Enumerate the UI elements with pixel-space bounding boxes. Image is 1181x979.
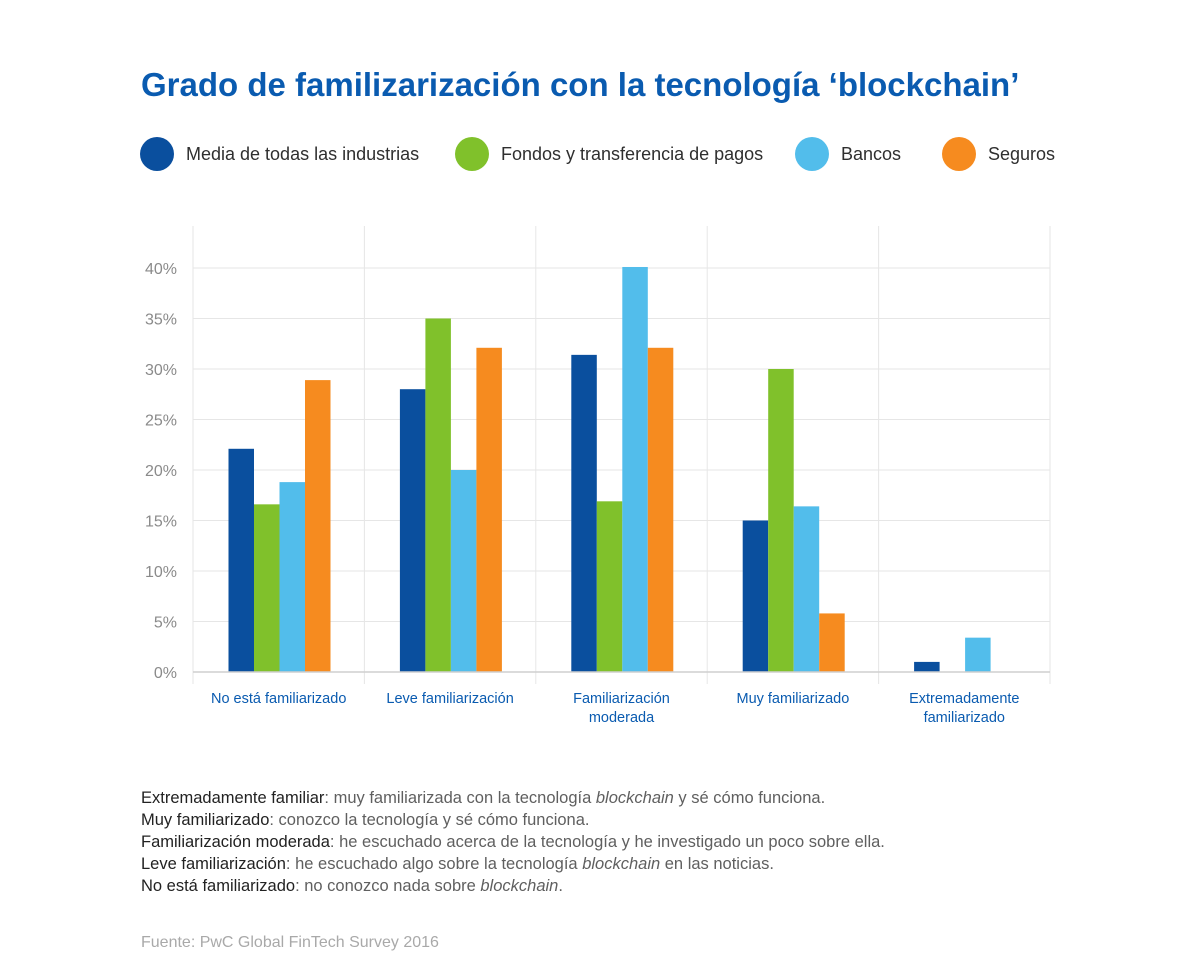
chart-legend: Media de todas las industrias Fondos y tr… xyxy=(140,136,1100,172)
note-definition: blockchain xyxy=(582,855,661,873)
bar xyxy=(425,318,451,672)
note-line: Muy familiarizado: conozco la tecnología… xyxy=(141,809,885,831)
legend-swatch xyxy=(942,137,976,171)
legend-item-1: Media de todas las industrias xyxy=(140,136,419,172)
note-definition: : he escuchado algo sobre la tecnología xyxy=(285,855,583,873)
legend-swatch xyxy=(140,137,174,171)
legend-item-3: Bancos xyxy=(795,136,901,172)
chart-title: Grado de familizarización con la tecnolo… xyxy=(141,66,1020,103)
bar xyxy=(768,369,794,672)
x-tick-label: Familiarización xyxy=(573,691,670,707)
note-definition: : he escuchado acerca de la tecnología y… xyxy=(329,833,885,851)
bar xyxy=(622,266,648,672)
x-tick-label: Leve familiarización xyxy=(386,691,513,707)
note-definition: : conozco la tecnología y sé cómo funcio… xyxy=(269,811,590,829)
x-tick-label: Muy familiarizado xyxy=(736,691,849,707)
y-tick-label: 25% xyxy=(145,413,177,430)
note-term: Familiarización moderada xyxy=(141,833,330,851)
legend-swatch xyxy=(455,137,489,171)
bar xyxy=(793,506,820,672)
legend-item-4: Seguros xyxy=(942,136,1055,172)
bar xyxy=(450,470,477,672)
bar xyxy=(742,520,769,672)
note-definition: en las noticias. xyxy=(660,855,774,873)
note-definition: y sé cómo funciona. xyxy=(673,789,826,807)
legend-label: Bancos xyxy=(841,143,902,164)
legend-label: Fondos y transferencia de pagos xyxy=(501,143,764,164)
note-term: No está familiarizado xyxy=(141,877,296,895)
note-line: Extremadamente familiar: muy familiariza… xyxy=(141,787,885,809)
note-line: Leve familiarización: he escuchado algo … xyxy=(141,853,885,875)
y-tick-label: 20% xyxy=(145,463,177,480)
bar xyxy=(476,347,502,672)
legend-item-2: Fondos y transferencia de pagos xyxy=(455,136,763,172)
bar xyxy=(647,347,674,672)
source-note: Fuente: PwC Global FinTech Survey 2016 xyxy=(141,934,439,951)
note-definition: : no conozco nada sobre xyxy=(295,877,481,895)
y-tick-label: 40% xyxy=(145,261,177,278)
bar xyxy=(965,637,991,672)
bar xyxy=(305,380,331,672)
note-definition: : muy familiarizada con la tecnología xyxy=(324,789,596,807)
x-tick-label: familiarizado xyxy=(924,710,1005,726)
bar xyxy=(596,501,623,672)
bar xyxy=(399,389,426,672)
note-definition: blockchain xyxy=(595,789,674,807)
note-line: No está familiarizado: no conozco nada s… xyxy=(141,875,885,897)
legend-label: Seguros xyxy=(988,143,1056,164)
note-definition: blockchain xyxy=(480,877,559,895)
bar-chart: 0% 5% 10% 15% 20% 25% 30% 35% 40% No está familia… xyxy=(145,226,1051,726)
y-tick-label: 0% xyxy=(154,665,177,682)
definitions-notes: Extremadamente familiar: muy familiariza… xyxy=(141,787,885,897)
bar xyxy=(228,448,254,672)
bar xyxy=(819,613,845,672)
y-tick-label: 15% xyxy=(145,514,177,531)
note-term: Leve familiarización xyxy=(141,855,286,873)
legend-label: Media de todas las industrias xyxy=(186,143,420,164)
legend-swatch xyxy=(795,137,829,171)
note-line: Familiarización moderada: he escuchado a… xyxy=(141,831,885,853)
x-tick-label: moderada xyxy=(589,710,655,726)
y-tick-label: 5% xyxy=(154,615,177,632)
bar xyxy=(914,661,940,672)
y-tick-label: 35% xyxy=(145,312,177,329)
bar xyxy=(254,504,280,672)
note-definition: . xyxy=(558,877,563,895)
bar xyxy=(571,354,597,672)
y-tick-label: 30% xyxy=(145,362,177,379)
x-tick-label: No está familiarizado xyxy=(211,691,346,707)
y-tick-label: 10% xyxy=(145,564,177,581)
note-term: Muy familiarizado xyxy=(141,811,270,829)
note-term: Extremadamente familiar xyxy=(141,789,325,807)
bar xyxy=(279,482,305,672)
x-tick-label: Extremadamente xyxy=(909,691,1019,707)
